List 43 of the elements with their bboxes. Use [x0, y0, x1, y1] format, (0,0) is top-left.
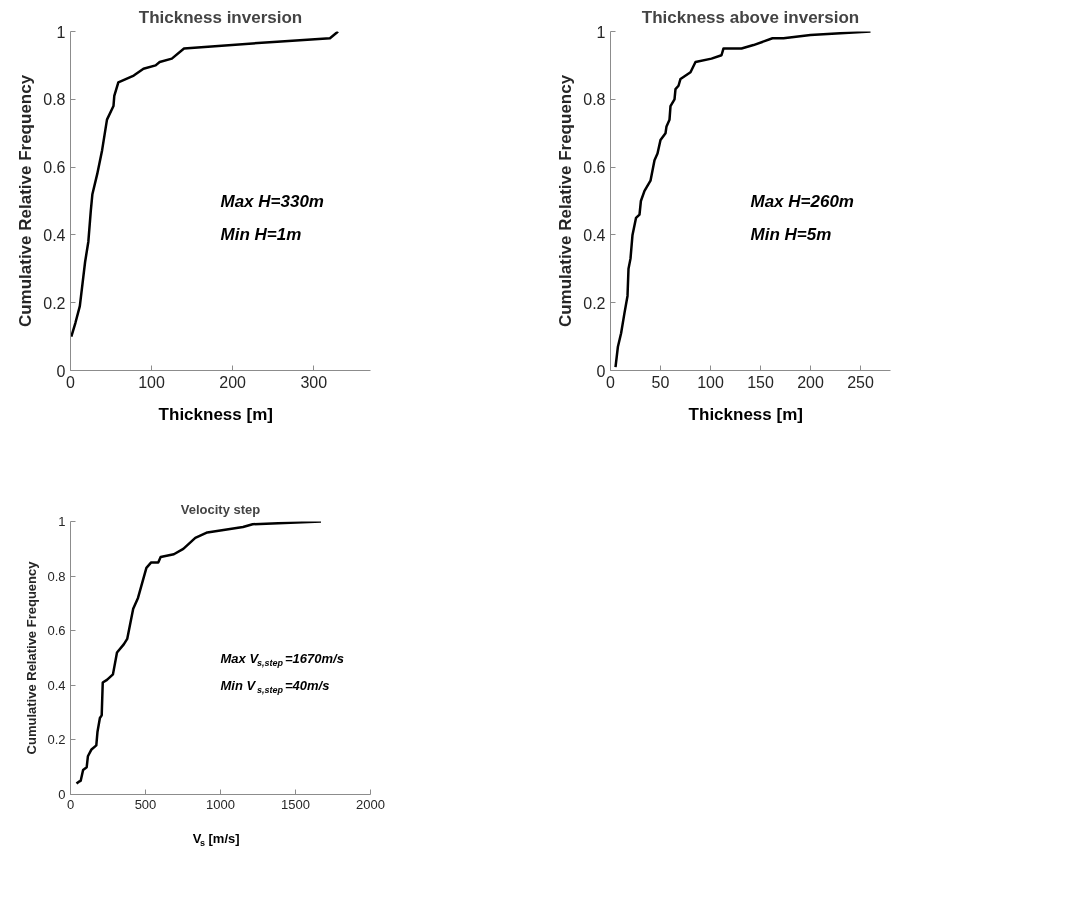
y-tick-label: 0.8	[47, 568, 66, 584]
y-tick-label: 0.4	[47, 677, 66, 693]
annotation: Max H=260m	[750, 191, 854, 211]
y-tick-label: 1	[596, 23, 606, 41]
y-axis-title: Cumulative Relative Frequency	[556, 74, 576, 328]
y-tick-label: 0.6	[43, 159, 66, 177]
x-tick-label: 150	[747, 373, 774, 391]
y-tick-label: 0.2	[583, 294, 606, 312]
line-series	[70, 31, 340, 338]
y-tick-label: 0	[596, 362, 606, 380]
y-tick-label: 0	[56, 362, 66, 380]
annotation: Min H=5m	[750, 225, 832, 245]
y-axis-title: Cumulative Relative Frequency	[16, 74, 36, 328]
x-tick-label: 100	[138, 373, 166, 391]
y-tick-label: 0.8	[583, 91, 606, 109]
x-tick-label: 50	[651, 373, 670, 391]
annotation: Max H=330m	[220, 191, 324, 211]
y-tick-label: 0.6	[583, 159, 606, 177]
chart-title: Thickness above inversion	[641, 7, 860, 27]
x-tick-label: 500	[134, 796, 157, 812]
x-tick-label: 1000	[206, 796, 235, 812]
chart-title: Thickness inversion	[138, 7, 303, 27]
line-series	[614, 31, 872, 369]
y-tick-label: 0.2	[43, 294, 66, 312]
x-tick-label: 250	[847, 373, 874, 391]
y-tick-label: 0.2	[47, 732, 66, 748]
x-tick-label: 2000	[356, 796, 385, 812]
annotation: Min H=1m	[220, 225, 302, 245]
y-axis-title: Cumulative Relative Frequency	[24, 560, 40, 755]
x-tick-label: 200	[797, 373, 824, 391]
x-tick-label: 300	[300, 373, 328, 391]
y-tick-label: 0.6	[47, 623, 66, 639]
x-tick-label: 1500	[281, 796, 310, 812]
x-axis-title: Thickness [m]	[688, 404, 803, 424]
y-tick-label: 0.4	[583, 226, 606, 244]
chart-title: Velocity step	[180, 501, 261, 517]
y-tick-label: 1	[56, 23, 66, 41]
x-axis-title: Thickness [m]	[158, 404, 273, 424]
x-tick-label: 200	[219, 373, 247, 391]
y-tick-label: 0.8	[43, 91, 66, 109]
y-tick-label: 0.4	[43, 226, 66, 244]
x-tick-label: 100	[697, 373, 724, 391]
y-tick-label: 1	[58, 514, 66, 529]
